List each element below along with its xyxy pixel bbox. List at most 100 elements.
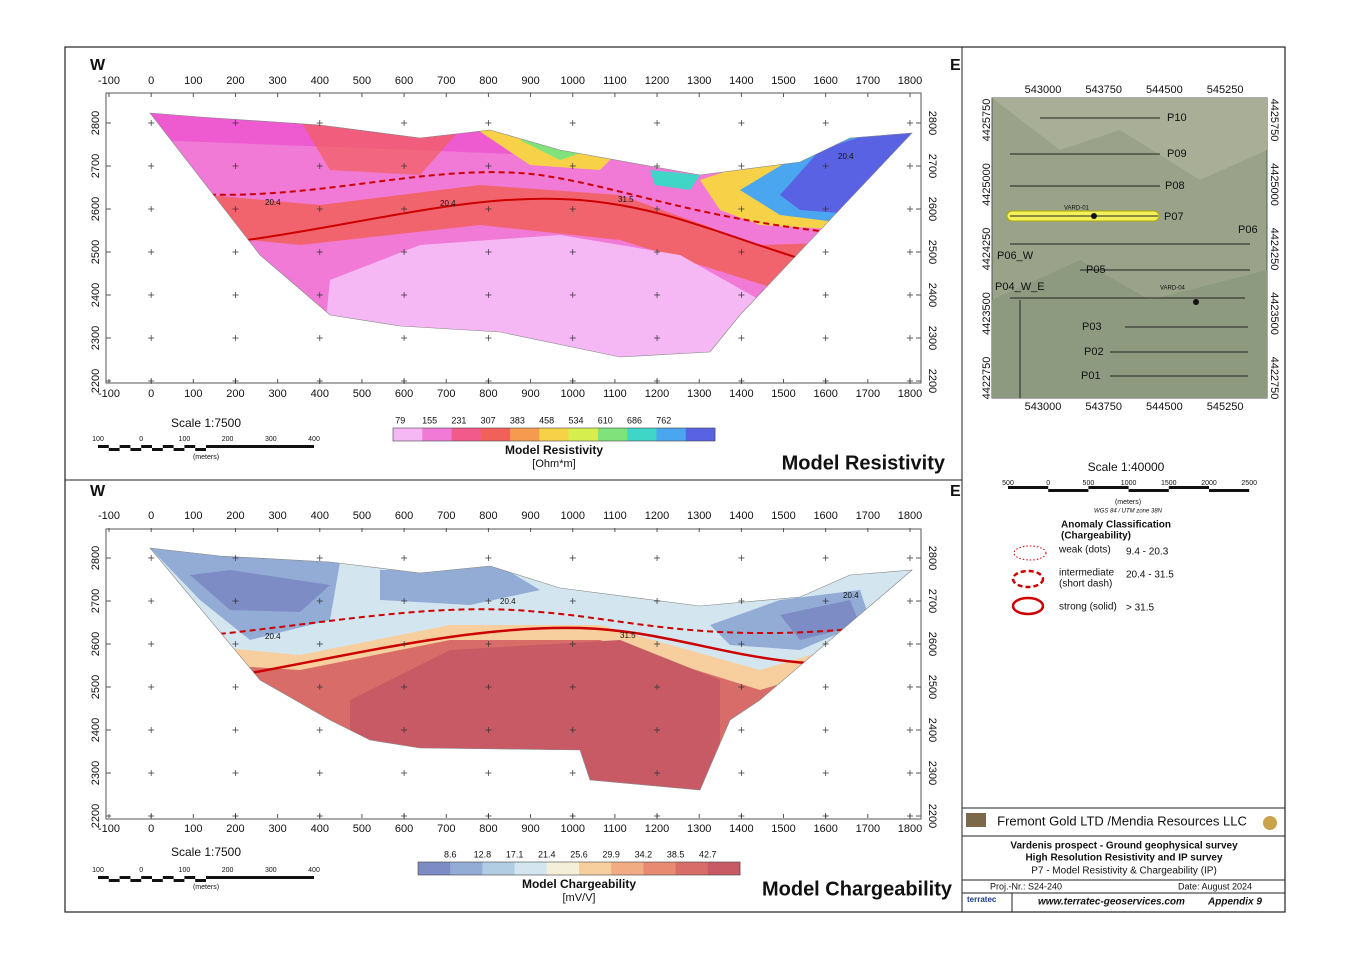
legend-label: weak (dots) (1058, 545, 1111, 556)
grid-cross (232, 641, 239, 647)
x-tick-label: 600 (395, 510, 413, 522)
x-tick-label: 300 (268, 75, 286, 87)
y-tick-label: 2200 (90, 804, 102, 828)
grid-cross (485, 120, 492, 126)
x-tick-label: 1800 (898, 823, 922, 835)
profile-label: P06_W (997, 250, 1034, 262)
grid-cross (401, 378, 408, 384)
profile-label: P09 (1167, 148, 1187, 160)
scale-unit: (meters) (193, 884, 219, 891)
colorbar-label: 383 (510, 415, 525, 425)
x-tick-label: 1600 (813, 388, 837, 400)
grid-cross (401, 684, 408, 690)
grid-cross (485, 598, 492, 604)
y-tick-label: 2200 (926, 369, 938, 393)
grid-cross (485, 249, 492, 255)
scale-label: 0 (139, 867, 143, 874)
borehole-label: VARD-01 (1064, 206, 1090, 212)
profile-label: P08 (1165, 180, 1185, 192)
grid-cross (569, 163, 576, 169)
section-outline (149, 112, 913, 358)
x-tick-label: 600 (395, 388, 413, 400)
grid-cross (148, 292, 155, 298)
grid-cross (569, 378, 576, 384)
scale-label: 100 (179, 436, 191, 443)
grid-cross (232, 813, 239, 819)
y-tick-label: 2800 (90, 546, 102, 570)
scale-segment (184, 445, 196, 448)
x-tick-label: 200 (226, 388, 244, 400)
grid-cross (654, 555, 661, 561)
x-tick-label: 1300 (687, 510, 711, 522)
y-tick-label: 2800 (926, 546, 938, 570)
client: Fremont Gold LTD /Mendia Resources LLC (997, 813, 1247, 828)
legend-symbol (1011, 569, 1045, 589)
scale-label: 100 (92, 867, 104, 874)
x-tick-label: 800 (479, 75, 497, 87)
x-tick-label: 500 (353, 510, 371, 522)
grid-cross (401, 770, 408, 776)
grid-cross (654, 770, 661, 776)
grid-cross (401, 163, 408, 169)
profile-label: P05 (1086, 264, 1106, 276)
east-label: E (950, 483, 961, 500)
colorbar-label: 307 (481, 415, 496, 425)
grid-cross (738, 727, 745, 733)
grid-cross (232, 292, 239, 298)
x-tick-label: 1200 (645, 388, 669, 400)
scale-label: 1500 (1161, 480, 1177, 487)
grid-cross (907, 684, 913, 690)
contour-label: 20.4 (265, 632, 281, 641)
legend-range: > 31.5 (1126, 603, 1155, 614)
x-tick-label: -100 (98, 75, 120, 87)
grid-cross (569, 598, 576, 604)
project-number: Proj.-Nr.: S24-240 (990, 881, 1062, 891)
grid-cross (907, 120, 913, 126)
grid-cross (316, 335, 323, 341)
y-tick-label: 2300 (926, 761, 938, 785)
grid-cross (232, 727, 239, 733)
profile-label: P03 (1082, 321, 1102, 333)
x-tick-label: 200 (226, 75, 244, 87)
y-tick-label: 2300 (90, 761, 102, 785)
grid-cross (148, 120, 155, 126)
x-tick-label: 400 (311, 75, 329, 87)
grid-cross (232, 770, 239, 776)
scale-label: 400 (308, 436, 320, 443)
panel-title: Model Chargeability (762, 878, 953, 900)
x-tick-label: 1600 (813, 510, 837, 522)
grid-cross (485, 684, 492, 690)
x-tick-label: 1400 (729, 510, 753, 522)
grid-cross (738, 206, 745, 212)
scale-unit: (meters) (1115, 499, 1141, 506)
x-tick-label: -100 (98, 388, 120, 400)
scale-segment (195, 879, 206, 882)
x-tick-label: 1000 (560, 823, 584, 835)
x-tick-label: 1300 (687, 823, 711, 835)
grid-cross (654, 335, 661, 341)
scale-segment (108, 879, 120, 882)
legend-range: 9.4 - 20.3 (1126, 547, 1169, 558)
colorbar-unit: [mV/V] (562, 892, 595, 904)
grid-cross (569, 770, 576, 776)
grid-cross (569, 292, 576, 298)
scale-segment (1209, 489, 1250, 492)
grid-cross (654, 163, 661, 169)
grid-cross (485, 555, 492, 561)
colorbar-label: 79 (395, 415, 405, 425)
grid-cross (654, 378, 661, 384)
grid-cross (148, 249, 155, 255)
y-tick-label: 2500 (90, 675, 102, 699)
grid-cross (232, 598, 239, 604)
grid-cross (654, 120, 661, 126)
x-tick-label: 900 (521, 388, 539, 400)
title-block-frame (962, 807, 1285, 912)
grid-cross (822, 335, 829, 341)
map-y-label: 4422750 (981, 357, 993, 400)
scale-segment (1128, 489, 1169, 492)
grid-cross (232, 206, 239, 212)
datum: WGS 84 / UTM zone 38N (1094, 509, 1163, 515)
grid-cross (907, 249, 913, 255)
legend-range: 20.4 - 31.5 (1126, 570, 1174, 581)
chargeability-model (150, 548, 912, 790)
